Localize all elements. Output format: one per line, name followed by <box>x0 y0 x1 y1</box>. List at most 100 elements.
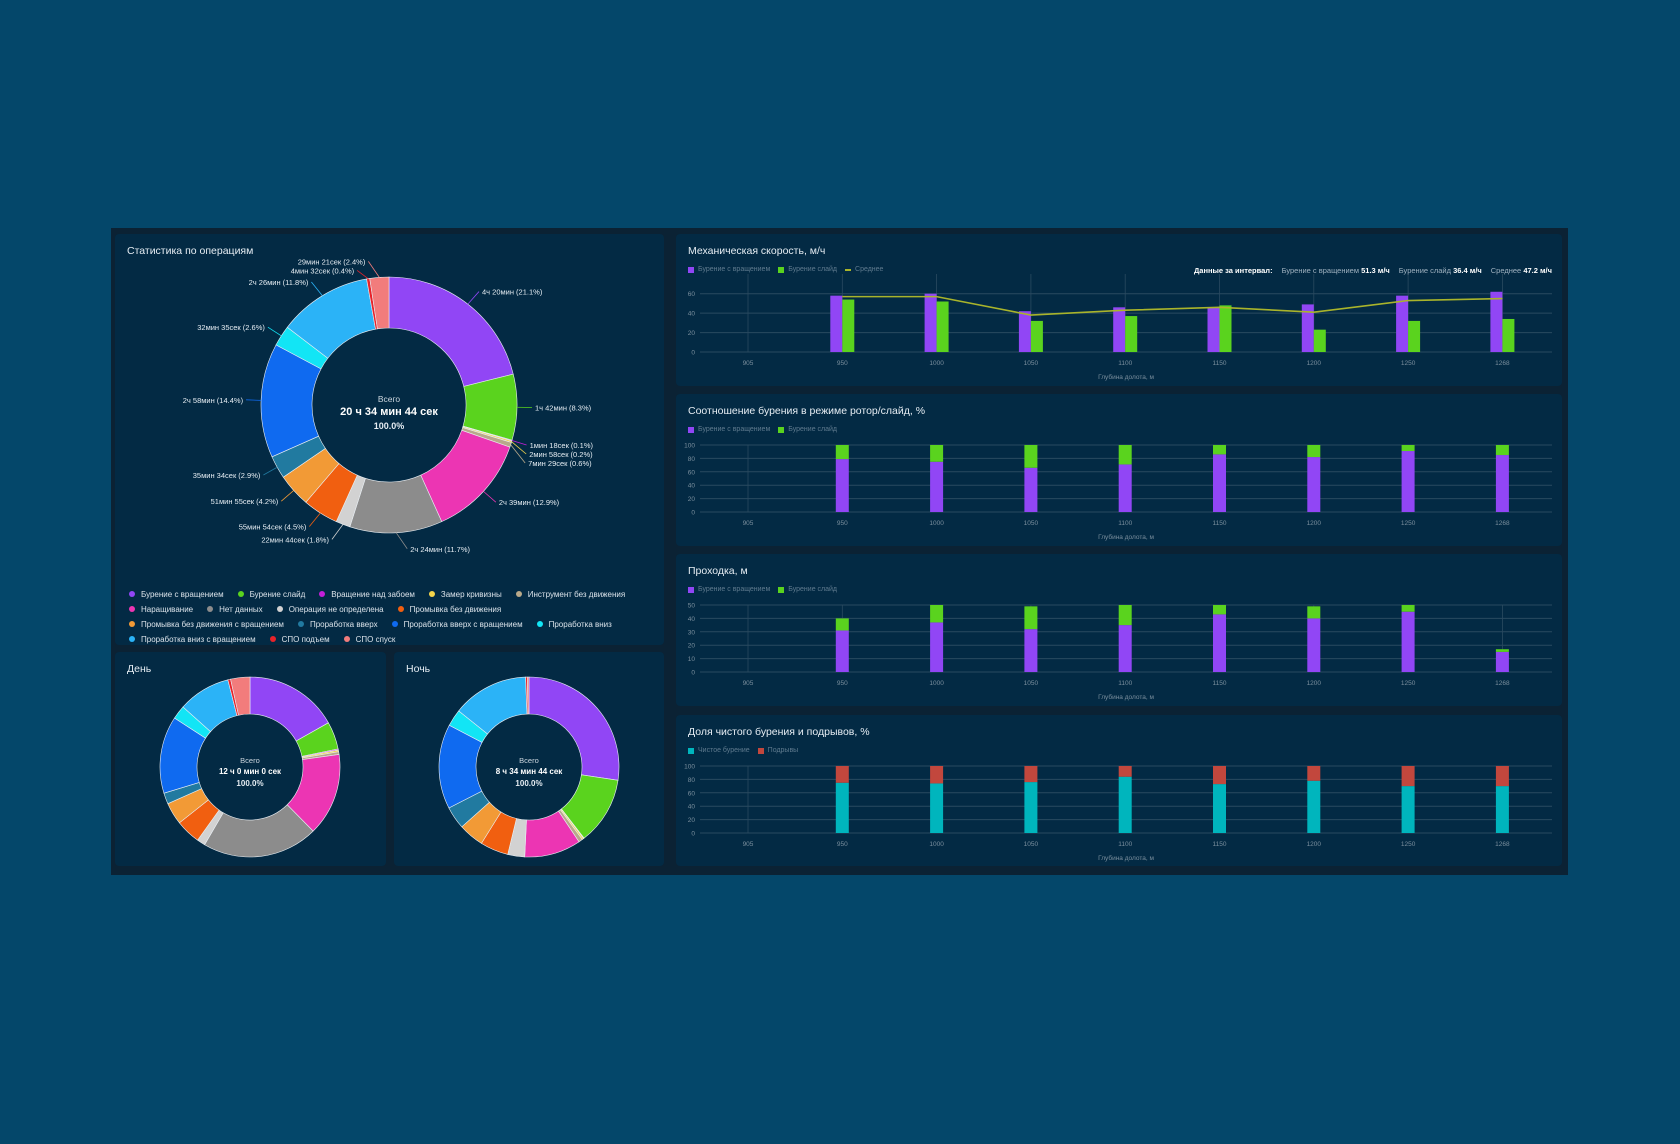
legend-item-rotation[interactable]: Бурение с вращением <box>688 586 770 593</box>
bar-segment[interactable] <box>835 630 849 672</box>
chart-title: Соотношение бурения в режиме ротор/слайд… <box>688 405 926 417</box>
legend-item-breaks[interactable]: Подрывы <box>757 747 798 754</box>
donut-slice[interactable] <box>369 276 390 330</box>
legend-item[interactable]: Наращивание <box>129 604 193 614</box>
bar-segment[interactable] <box>1307 606 1321 619</box>
bar[interactable] <box>1301 304 1314 352</box>
bar-segment[interactable] <box>1213 605 1226 615</box>
bar[interactable] <box>1490 291 1503 352</box>
bar-segment[interactable] <box>1401 611 1415 672</box>
bar[interactable] <box>1502 318 1515 352</box>
bar-segment[interactable] <box>1495 651 1509 672</box>
bar-segment[interactable] <box>1401 786 1415 833</box>
bar-segment[interactable] <box>1307 780 1321 833</box>
bar-segment[interactable] <box>835 782 849 833</box>
bar-segment[interactable] <box>1307 445 1321 458</box>
bar-segment[interactable] <box>1024 629 1038 672</box>
legend-item-rotation[interactable]: Бурение с вращением <box>688 426 770 433</box>
bar-segment[interactable] <box>1401 445 1415 452</box>
donut-slice[interactable] <box>230 676 251 716</box>
bar-segment[interactable] <box>930 445 944 462</box>
bar-segment[interactable] <box>930 461 944 512</box>
bar-segment[interactable] <box>1495 649 1509 652</box>
bar-segment[interactable] <box>1307 457 1321 512</box>
bar-segment[interactable] <box>1401 605 1415 612</box>
x-tick-label: 1100 <box>1118 841 1132 848</box>
bar-segment[interactable] <box>1307 766 1321 781</box>
bar-segment[interactable] <box>1118 776 1132 833</box>
bar[interactable] <box>1207 307 1220 352</box>
bar-segment[interactable] <box>1024 606 1038 630</box>
bar-segment[interactable] <box>1213 784 1226 833</box>
legend-item-average[interactable]: Среднее <box>845 266 883 273</box>
bar-segment[interactable] <box>1213 454 1226 512</box>
legend-item[interactable]: Операция не определена <box>276 604 384 614</box>
legend-item[interactable]: Проработка вниз <box>536 619 612 629</box>
average-line[interactable] <box>842 295 1503 316</box>
bar-segment[interactable] <box>835 766 849 783</box>
legend-item[interactable]: Инструмент без движения <box>515 589 625 599</box>
bar-segment[interactable] <box>1495 455 1509 512</box>
bar-segment[interactable] <box>835 618 849 631</box>
donut-slice[interactable] <box>388 276 514 387</box>
bar-segment[interactable] <box>930 605 944 623</box>
legend-item-slide[interactable]: Бурение слайд <box>778 426 837 433</box>
legend-item[interactable]: СПО подъем <box>269 634 330 644</box>
bar-segment[interactable] <box>1213 766 1226 785</box>
bar[interactable] <box>1018 311 1031 352</box>
bar-segment[interactable] <box>1118 464 1132 512</box>
legend-item-slide[interactable]: Бурение слайд <box>778 586 837 593</box>
bar-segment[interactable] <box>1401 766 1415 787</box>
bar-segment[interactable] <box>1024 782 1038 833</box>
bar[interactable] <box>1313 329 1326 352</box>
legend-item[interactable]: Проработка вверх с вращением <box>391 619 523 629</box>
bar[interactable] <box>1125 316 1138 352</box>
bar-segment[interactable] <box>1307 618 1321 672</box>
x-tick-label: 905 <box>743 360 754 367</box>
bar[interactable] <box>1113 307 1126 352</box>
bar[interactable] <box>1396 295 1409 352</box>
bar-segment[interactable] <box>1024 467 1038 512</box>
bar[interactable] <box>936 301 949 352</box>
legend-item-rotation[interactable]: Бурение с вращением <box>688 266 770 273</box>
legend-item[interactable]: Промывка без движения с вращением <box>129 619 284 629</box>
legend-item[interactable]: Нет данных <box>207 604 263 614</box>
legend-item[interactable]: Промывка без движения <box>397 604 501 614</box>
legend-item[interactable]: Замер кривизны <box>428 589 502 599</box>
chart-legend: Бурение с вращением Бурение слайд Средне… <box>688 266 883 273</box>
bar-segment[interactable] <box>1495 786 1509 833</box>
bar-segment[interactable] <box>835 445 849 460</box>
bar-segment[interactable] <box>1118 625 1132 672</box>
legend-item[interactable]: СПО спуск <box>343 634 395 644</box>
legend-item-slide[interactable]: Бурение слайд <box>778 266 837 273</box>
bar-segment[interactable] <box>1118 605 1132 626</box>
bar-segment[interactable] <box>1024 766 1038 783</box>
bar-segment[interactable] <box>1495 766 1509 787</box>
chart-title: Механическая скорость, м/ч <box>688 245 826 257</box>
bar-segment[interactable] <box>1213 614 1226 672</box>
bar-segment[interactable] <box>1495 445 1509 456</box>
bar[interactable] <box>842 299 855 352</box>
bar-segment[interactable] <box>1401 451 1415 512</box>
bar[interactable] <box>1408 320 1421 352</box>
bar-segment[interactable] <box>1118 766 1132 777</box>
bar-segment[interactable] <box>930 783 944 833</box>
legend-item[interactable]: Бурение с вращением <box>129 589 224 599</box>
bar-segment[interactable] <box>835 459 849 512</box>
legend-item[interactable]: Проработка вверх <box>297 619 378 629</box>
bar-segment[interactable] <box>1024 445 1038 468</box>
bar[interactable] <box>1030 320 1043 352</box>
bar-segment[interactable] <box>930 766 944 784</box>
legend-item-clean[interactable]: Чистое бурение <box>688 747 750 754</box>
bar[interactable] <box>830 295 843 352</box>
legend-item[interactable]: Вращение над забоем <box>319 589 415 599</box>
x-tick-label: 1250 <box>1401 680 1416 687</box>
legend-item[interactable]: Проработка вниз с вращением <box>129 634 256 644</box>
bar[interactable] <box>924 293 937 352</box>
legend-item[interactable]: Бурение слайд <box>237 589 305 599</box>
bar[interactable] <box>1219 305 1232 352</box>
donut-slice[interactable] <box>526 676 530 715</box>
bar-segment[interactable] <box>1213 445 1226 455</box>
bar-segment[interactable] <box>930 622 944 672</box>
bar-segment[interactable] <box>1118 445 1132 465</box>
